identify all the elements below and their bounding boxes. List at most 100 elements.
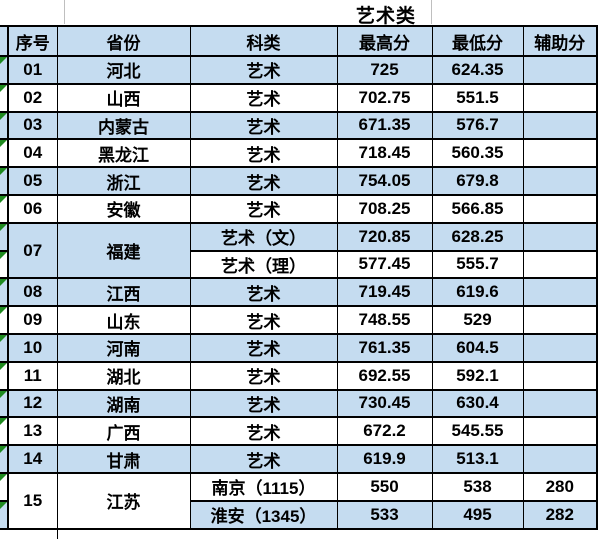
min-score-cell[interactable]: 495: [431, 499, 524, 530]
row-number-cell[interactable]: 11: [7, 360, 58, 391]
row-marker-cell[interactable]: [0, 138, 9, 169]
row-marker-cell[interactable]: [0, 193, 9, 224]
aux-score-cell[interactable]: 280: [522, 471, 598, 502]
max-score-cell[interactable]: 718.45: [336, 138, 433, 169]
max-score-cell[interactable]: 577.45: [336, 249, 433, 280]
min-score-cell[interactable]: 628.25: [431, 221, 524, 252]
min-score-cell[interactable]: 624.35: [431, 55, 524, 85]
row-marker-cell[interactable]: [0, 166, 9, 196]
min-score-cell[interactable]: 619.6: [431, 277, 524, 308]
category-cell[interactable]: 艺术: [189, 332, 338, 363]
aux-score-cell[interactable]: [522, 193, 598, 224]
min-score-cell[interactable]: 630.4: [431, 388, 524, 419]
aux-score-cell[interactable]: [522, 110, 598, 141]
province-cell[interactable]: 安徽: [56, 193, 191, 224]
max-score-cell[interactable]: 719.45: [336, 277, 433, 308]
min-score-cell[interactable]: 566.85: [431, 193, 524, 224]
max-score-cell[interactable]: 671.35: [336, 110, 433, 141]
min-score-cell[interactable]: 555.7: [431, 249, 524, 280]
min-score-cell[interactable]: 576.7: [431, 110, 524, 141]
category-cell[interactable]: 艺术: [189, 110, 338, 141]
province-cell[interactable]: 福建: [56, 221, 191, 280]
aux-score-cell[interactable]: [522, 416, 598, 447]
category-cell[interactable]: 艺术（理）: [189, 249, 338, 280]
max-score-cell[interactable]: 550: [336, 471, 433, 502]
row-marker-cell[interactable]: [0, 499, 9, 530]
row-number-cell[interactable]: 02: [7, 82, 58, 113]
min-score-cell[interactable]: 551.5: [431, 82, 524, 113]
aux-score-cell[interactable]: [522, 82, 598, 113]
aux-score-cell[interactable]: [522, 277, 598, 308]
col-header-category[interactable]: 科类: [189, 25, 338, 57]
max-score-cell[interactable]: 754.05: [336, 166, 433, 196]
row-marker-cell[interactable]: [0, 416, 9, 447]
category-cell[interactable]: 淮安（1345）: [189, 499, 338, 530]
category-cell[interactable]: 艺术: [189, 305, 338, 335]
max-score-cell[interactable]: 533: [336, 499, 433, 530]
aux-score-cell[interactable]: [522, 388, 598, 419]
min-score-cell[interactable]: 545.55: [431, 416, 524, 447]
row-number-cell[interactable]: 01: [7, 55, 58, 85]
row-marker-cell[interactable]: [0, 82, 9, 113]
col-header-aux-score[interactable]: 辅助分: [522, 25, 598, 57]
max-score-cell[interactable]: 730.45: [336, 388, 433, 419]
row-marker-cell[interactable]: [0, 471, 9, 502]
aux-score-cell[interactable]: [522, 166, 598, 196]
aux-score-cell[interactable]: [522, 249, 598, 280]
row-number-cell[interactable]: 15: [7, 471, 58, 530]
province-cell[interactable]: 河北: [56, 55, 191, 85]
row-number-cell[interactable]: 05: [7, 166, 58, 196]
province-cell[interactable]: 浙江: [56, 166, 191, 196]
province-cell[interactable]: 江苏: [56, 471, 191, 530]
category-cell[interactable]: 艺术: [189, 388, 338, 419]
category-cell[interactable]: 艺术: [189, 444, 338, 474]
min-score-cell[interactable]: 529: [431, 305, 524, 335]
row-number-cell[interactable]: 03: [7, 110, 58, 141]
col-header-province[interactable]: 省份: [56, 25, 191, 57]
max-score-cell[interactable]: 725: [336, 55, 433, 85]
min-score-cell[interactable]: 679.8: [431, 166, 524, 196]
category-cell[interactable]: 艺术: [189, 193, 338, 224]
province-cell[interactable]: 内蒙古: [56, 110, 191, 141]
province-cell[interactable]: 甘肃: [56, 444, 191, 474]
category-cell[interactable]: 艺术: [189, 82, 338, 113]
row-marker-cell[interactable]: [0, 444, 9, 474]
row-marker-cell[interactable]: [0, 221, 9, 252]
max-score-cell[interactable]: 692.55: [336, 360, 433, 391]
province-cell[interactable]: 湖南: [56, 388, 191, 419]
max-score-cell[interactable]: 748.55: [336, 305, 433, 335]
min-score-cell[interactable]: 592.1: [431, 360, 524, 391]
aux-score-cell[interactable]: [522, 221, 598, 252]
row-marker-cell[interactable]: [0, 388, 9, 419]
province-cell[interactable]: 湖北: [56, 360, 191, 391]
category-cell[interactable]: 南京（1115）: [189, 471, 338, 502]
province-cell[interactable]: 黑龙江: [56, 138, 191, 169]
max-score-cell[interactable]: 619.9: [336, 444, 433, 474]
province-cell[interactable]: 江西: [56, 277, 191, 308]
aux-score-cell[interactable]: [522, 360, 598, 391]
row-marker-cell[interactable]: [0, 249, 9, 280]
category-cell[interactable]: 艺术: [189, 138, 338, 169]
row-marker-cell[interactable]: [0, 277, 9, 308]
category-cell[interactable]: 艺术: [189, 416, 338, 447]
row-number-cell[interactable]: 07: [7, 221, 58, 280]
aux-score-cell[interactable]: [522, 55, 598, 85]
max-score-cell[interactable]: 761.35: [336, 332, 433, 363]
category-cell[interactable]: 艺术: [189, 360, 338, 391]
aux-score-cell[interactable]: [522, 444, 598, 474]
category-cell[interactable]: 艺术: [189, 277, 338, 308]
row-marker-cell[interactable]: [0, 360, 9, 391]
row-number-cell[interactable]: 09: [7, 305, 58, 335]
max-score-cell[interactable]: 702.75: [336, 82, 433, 113]
province-cell[interactable]: 广西: [56, 416, 191, 447]
category-cell[interactable]: 艺术（文）: [189, 221, 338, 252]
aux-score-cell[interactable]: [522, 138, 598, 169]
min-score-cell[interactable]: 604.5: [431, 332, 524, 363]
category-cell[interactable]: 艺术: [189, 166, 338, 196]
province-cell[interactable]: 山东: [56, 305, 191, 335]
row-number-cell[interactable]: 13: [7, 416, 58, 447]
col-header-min-score[interactable]: 最低分: [431, 25, 524, 57]
row-marker-cell[interactable]: [0, 332, 9, 363]
max-score-cell[interactable]: 720.85: [336, 221, 433, 252]
category-cell[interactable]: 艺术: [189, 55, 338, 85]
